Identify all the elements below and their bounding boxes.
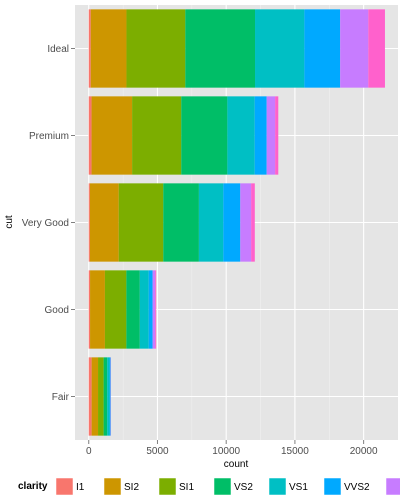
bar-segment — [118, 183, 164, 262]
x-axis-title: count — [224, 459, 249, 470]
legend-label: SI2 — [124, 482, 139, 493]
legend-label: I1 — [76, 482, 85, 493]
bar-segment — [104, 270, 127, 349]
legend-key — [55, 477, 74, 496]
bar-segment — [275, 96, 279, 175]
bar-segment — [163, 183, 199, 262]
bar-segment — [107, 357, 110, 436]
bar-segment — [181, 96, 228, 175]
bar-segment — [368, 9, 385, 88]
x-tick-label: 5000 — [146, 446, 169, 457]
legend: clarity I1SI2SI1VS2VS1VVS2VVS1IF — [18, 477, 400, 496]
bar-segment — [88, 9, 91, 88]
x-tick-label: 0 — [86, 446, 92, 457]
legend-key — [213, 477, 232, 496]
bar-segment — [90, 270, 105, 349]
legend-key — [268, 477, 287, 496]
bar-segment — [88, 96, 92, 175]
y-axis: Fair Good Very Good Premium Ideal — [22, 44, 75, 403]
bar-segment — [254, 96, 267, 175]
bar-segment — [98, 357, 104, 436]
bar-segment — [139, 270, 149, 349]
bar-segment — [198, 183, 224, 262]
bar-segment — [89, 183, 119, 262]
bar-segment — [152, 270, 156, 349]
bar-segment — [148, 270, 153, 349]
bar-segment — [88, 183, 90, 262]
bar-segment — [88, 270, 91, 349]
x-tick-label: 15000 — [281, 446, 309, 457]
bar-segment — [304, 9, 341, 88]
y-tick-label: Premium — [29, 131, 69, 142]
legend-label: VS2 — [234, 482, 253, 493]
legend-key — [158, 477, 177, 496]
legend-label: VS1 — [289, 482, 308, 493]
bar-segment — [132, 96, 182, 175]
bar-segment — [185, 9, 256, 88]
bar-segment — [126, 270, 140, 349]
bar-segment — [266, 96, 276, 175]
x-axis: 0 5000 10000 15000 20000 — [86, 440, 378, 457]
bar-segment — [91, 357, 99, 436]
legend-key — [385, 477, 400, 496]
bar-segment — [90, 9, 127, 88]
y-tick-label: Fair — [52, 392, 70, 403]
bar-segment — [227, 96, 255, 175]
x-tick-label: 20000 — [350, 446, 378, 457]
bar-segment — [103, 357, 108, 436]
bar-segment — [126, 9, 186, 88]
bar-segment — [88, 357, 92, 436]
bar-segment — [91, 96, 133, 175]
legend-key — [323, 477, 342, 496]
bar-segment — [255, 9, 305, 88]
legend-title: clarity — [18, 481, 48, 492]
bar-segment — [251, 183, 255, 262]
legend-label: VVS2 — [344, 482, 370, 493]
bars-layer — [88, 9, 385, 436]
y-tick-label: Good — [45, 305, 69, 316]
bar-segment — [223, 183, 241, 262]
y-tick-label: Ideal — [47, 44, 69, 55]
legend-label: SI1 — [179, 482, 194, 493]
y-axis-title: cut — [4, 215, 15, 229]
x-tick-label: 10000 — [212, 446, 240, 457]
bar-segment — [340, 9, 369, 88]
legend-key — [103, 477, 122, 496]
y-tick-label: Very Good — [22, 218, 69, 229]
bar-segment — [109, 357, 111, 436]
bar-segment — [155, 270, 157, 349]
bar-segment — [240, 183, 252, 262]
